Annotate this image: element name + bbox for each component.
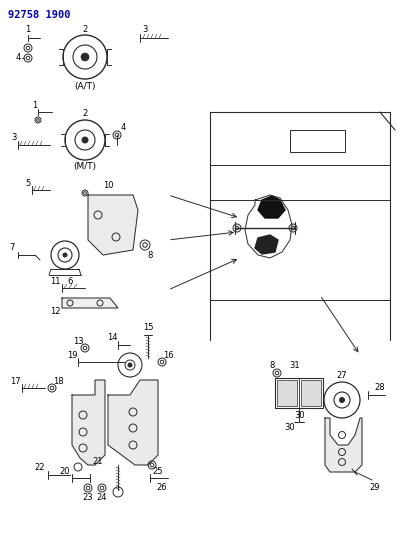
Bar <box>275 378 323 408</box>
Polygon shape <box>255 235 278 254</box>
Text: 8: 8 <box>269 361 275 370</box>
Text: 3: 3 <box>142 26 148 35</box>
Text: 3: 3 <box>11 133 17 142</box>
Text: 4: 4 <box>15 53 21 62</box>
Text: 30: 30 <box>285 424 295 432</box>
Text: 2: 2 <box>82 26 88 35</box>
Text: 1: 1 <box>25 26 31 35</box>
Text: 6: 6 <box>67 277 73 286</box>
Text: 17: 17 <box>10 377 20 386</box>
Bar <box>290 130 345 152</box>
Bar <box>277 380 297 406</box>
Polygon shape <box>108 380 158 465</box>
Text: 24: 24 <box>97 492 107 502</box>
Text: 5: 5 <box>25 179 31 188</box>
Text: 25: 25 <box>153 467 163 477</box>
Circle shape <box>81 53 89 61</box>
Text: 29: 29 <box>370 482 380 491</box>
Text: 15: 15 <box>143 324 153 333</box>
Bar <box>301 380 321 406</box>
Polygon shape <box>72 380 105 465</box>
Circle shape <box>82 137 88 143</box>
Text: 18: 18 <box>53 377 63 386</box>
Text: 4: 4 <box>120 124 125 133</box>
Text: (A/T): (A/T) <box>74 83 96 92</box>
Text: 11: 11 <box>50 278 60 287</box>
Text: 30: 30 <box>295 410 305 419</box>
Text: (M/T): (M/T) <box>73 163 96 172</box>
Text: 14: 14 <box>107 334 117 343</box>
Text: 28: 28 <box>375 384 385 392</box>
Polygon shape <box>88 195 138 255</box>
Text: 23: 23 <box>83 492 93 502</box>
Text: 2: 2 <box>82 109 88 118</box>
Text: 13: 13 <box>73 337 83 346</box>
Text: 31: 31 <box>290 361 300 370</box>
Text: 1: 1 <box>33 101 38 109</box>
Circle shape <box>339 398 345 402</box>
Text: 7: 7 <box>9 244 15 253</box>
Polygon shape <box>258 196 285 218</box>
Text: 92758 1900: 92758 1900 <box>8 10 71 20</box>
Circle shape <box>63 253 67 257</box>
Text: 27: 27 <box>337 370 347 379</box>
Text: 12: 12 <box>50 308 60 317</box>
Text: 20: 20 <box>60 467 70 477</box>
Text: 10: 10 <box>103 181 113 190</box>
Polygon shape <box>62 298 118 308</box>
Circle shape <box>128 363 132 367</box>
Text: 16: 16 <box>163 351 173 360</box>
Text: 26: 26 <box>157 483 167 492</box>
Text: 8: 8 <box>147 251 153 260</box>
Text: 21: 21 <box>93 457 103 466</box>
Text: 22: 22 <box>35 464 45 472</box>
Polygon shape <box>325 418 362 472</box>
Text: 19: 19 <box>67 351 77 360</box>
